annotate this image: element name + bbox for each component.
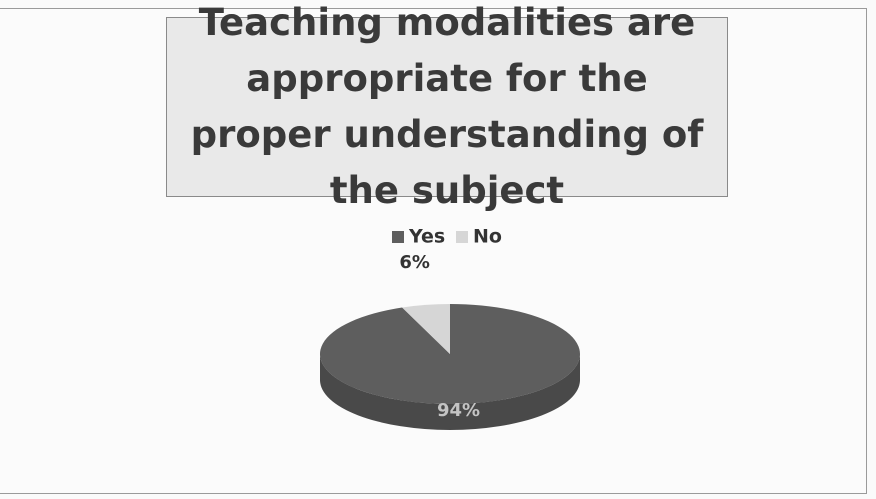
legend-label: No [473,226,502,248]
legend-swatch [456,231,468,243]
legend-label: Yes [408,226,445,248]
pie-slice [402,304,450,354]
data-label: 6% [399,252,430,273]
chart-title: Teaching modalities are appropriate for … [166,1,728,212]
legend-swatch [392,231,404,243]
data-label: 94% [437,400,480,421]
pie-side [320,354,580,430]
pie-slice [319,304,580,405]
